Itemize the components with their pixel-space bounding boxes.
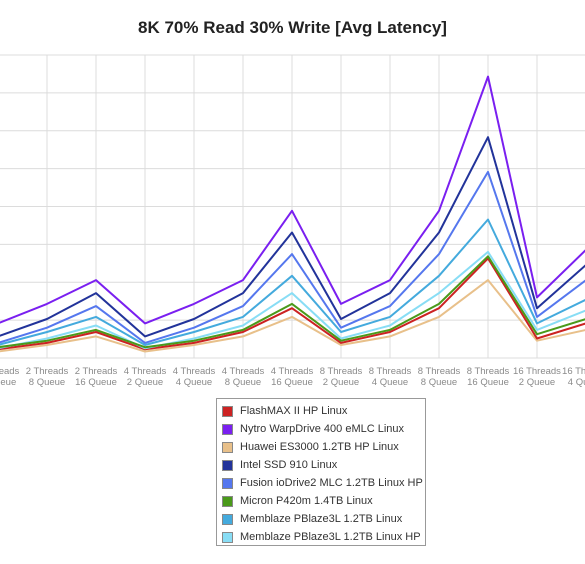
legend-swatch: [222, 423, 233, 435]
series-layer: [0, 75, 585, 353]
legend-item: Memblaze PBlaze3L 1.2TB Linux HP: [222, 528, 425, 546]
x-tick-label: 16 Threads: [562, 366, 585, 377]
legend-label: Fusion ioDrive2 MLC 1.2TB Linux HP: [240, 477, 423, 489]
x-tick-label: 2 Threads: [26, 366, 69, 377]
x-tick-label: 4 Threads: [173, 366, 216, 377]
series-line: [0, 218, 585, 346]
series-line: [0, 255, 585, 349]
x-tick-label: 2 Queue: [519, 377, 555, 388]
legend-swatch: [222, 405, 233, 417]
x-tick-label: 8 Queue: [225, 377, 261, 388]
legend-label: FlashMAX II HP Linux: [240, 405, 348, 417]
x-tick-label: 1 Queue: [0, 377, 16, 388]
legend-label: Memblaze PBlaze3L 1.2TB Linux: [240, 513, 403, 525]
series-line: [0, 170, 585, 344]
x-tick-label: 8 Threads: [467, 366, 510, 377]
x-tick-label: 4 Threads: [222, 366, 265, 377]
x-tick-label: 2 Queue: [323, 377, 359, 388]
x-tick-label: 8 Queue: [29, 377, 65, 388]
legend-label: Nytro WarpDrive 400 eMLC Linux: [240, 423, 405, 435]
legend-item: Nytro WarpDrive 400 eMLC Linux: [222, 420, 425, 438]
x-tick-label: 8 Threads: [418, 366, 461, 377]
x-tick-label: 4 Queue: [568, 377, 585, 388]
legend-item: Memblaze PBlaze3L 1.2TB Linux: [222, 510, 425, 528]
legend-label: Memblaze PBlaze3L 1.2TB Linux HP: [240, 531, 421, 543]
legend-label: Intel SSD 910 Linux: [240, 459, 338, 471]
legend-swatch: [222, 513, 233, 525]
legend-swatch: [222, 441, 233, 453]
x-tick-label: 16 Queue: [467, 377, 509, 388]
x-tick-label: 2 Queue: [127, 377, 163, 388]
legend-item: Micron P420m 1.4TB Linux: [222, 492, 425, 510]
x-tick-label: 16 Threads: [513, 366, 561, 377]
legend-item: FlashMAX II HP Linux: [222, 402, 425, 420]
x-tick-label: 8 Threads: [369, 366, 412, 377]
series-line: [0, 136, 585, 338]
legend-swatch: [222, 459, 233, 471]
legend-item: Fusion ioDrive2 MLC 1.2TB Linux HP: [222, 474, 425, 492]
x-tick-label: 4 Queue: [372, 377, 408, 388]
legend-label: Micron P420m 1.4TB Linux: [240, 495, 373, 507]
x-tick-label: 2 Threads: [75, 366, 118, 377]
series-line: [0, 279, 585, 353]
x-tick-label: 16 Queue: [75, 377, 117, 388]
chart-title: 8K 70% Read 30% Write [Avg Latency]: [138, 18, 447, 37]
legend-swatch: [222, 531, 233, 543]
x-tick-label: 4 Threads: [124, 366, 167, 377]
x-tick-label: 8 Queue: [421, 377, 457, 388]
grid-layer: [0, 54, 585, 359]
series-line: [0, 75, 585, 325]
x-tick-label: 8 Threads: [320, 366, 363, 377]
x-tick-label: 4 Threads: [271, 366, 314, 377]
series-line: [0, 257, 585, 351]
x-tick-label: 1 Threads: [0, 366, 20, 377]
legend-label: Huawei ES3000 1.2TB HP Linux: [240, 441, 399, 453]
legend: FlashMAX II HP Linux Nytro WarpDrive 400 …: [216, 398, 426, 546]
legend-item: Intel SSD 910 Linux: [222, 456, 425, 474]
x-tick-label: 4 Queue: [176, 377, 212, 388]
legend-swatch: [222, 477, 233, 489]
series-line: [0, 250, 585, 350]
legend-swatch: [222, 495, 233, 507]
x-tick-label: 16 Queue: [271, 377, 313, 388]
legend-item: Huawei ES3000 1.2TB HP Linux: [222, 438, 425, 456]
